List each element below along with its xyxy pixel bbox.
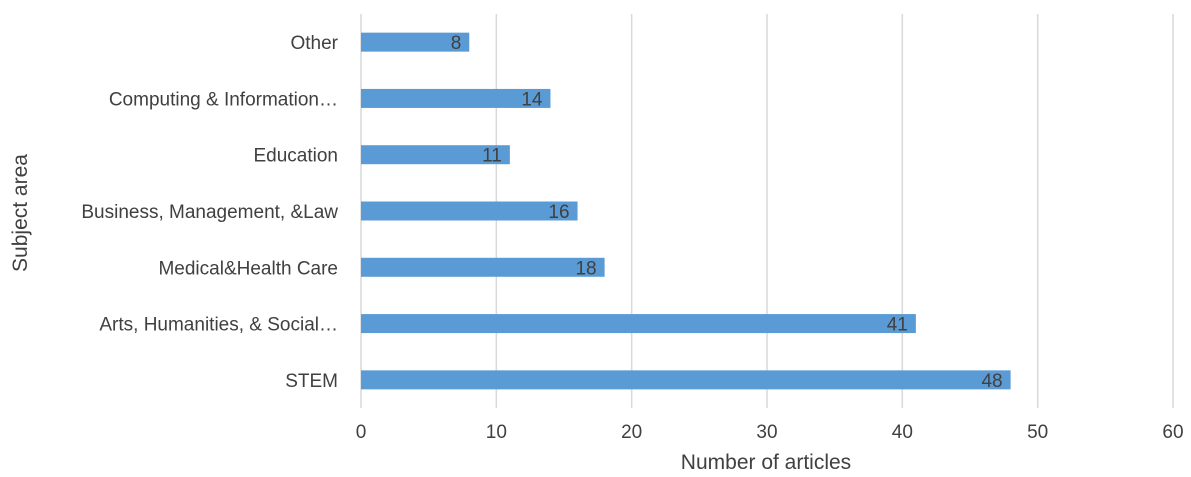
category-label: Education [253,146,338,167]
category-labels: Other Computing & Information… Education Bu… [81,33,338,392]
data-labels: 8 14 11 16 18 41 48 [451,33,1003,392]
x-tick-label: 40 [892,422,913,443]
bar [361,314,916,334]
category-label: Business, Management, &Law [81,202,338,223]
x-tick-label: 0 [356,422,367,443]
category-label: Arts, Humanities, & Social… [99,315,338,336]
bar [361,88,551,108]
x-tick-label: 20 [621,422,642,443]
bars [361,32,1011,390]
bar [361,257,605,277]
bar-value-label: 48 [981,371,1002,392]
bar-value-label: 14 [521,89,543,110]
category-label: Medical&Health Care [158,258,338,279]
category-label: Other [290,33,338,54]
bar-value-label: 18 [575,258,596,279]
x-tick-label: 30 [756,422,777,443]
x-tick-label: 50 [1027,422,1048,443]
gridlines [360,14,1174,408]
x-tick-labels: 0 10 20 30 40 50 60 [356,422,1184,443]
x-tick-label: 60 [1162,422,1183,443]
x-tick-label: 10 [486,422,507,443]
category-label: Computing & Information… [109,89,338,110]
bar-value-label: 41 [887,315,908,336]
bar [361,145,510,165]
bar [361,32,470,52]
bar-value-label: 16 [548,202,569,223]
category-label: STEM [285,371,338,392]
y-axis-title: Subject area [9,154,32,272]
bar [361,370,1011,390]
x-axis-title: Number of articles [681,451,851,474]
bar-value-label: 8 [451,33,462,54]
bar-value-label: 11 [482,146,502,167]
bar [361,201,578,221]
